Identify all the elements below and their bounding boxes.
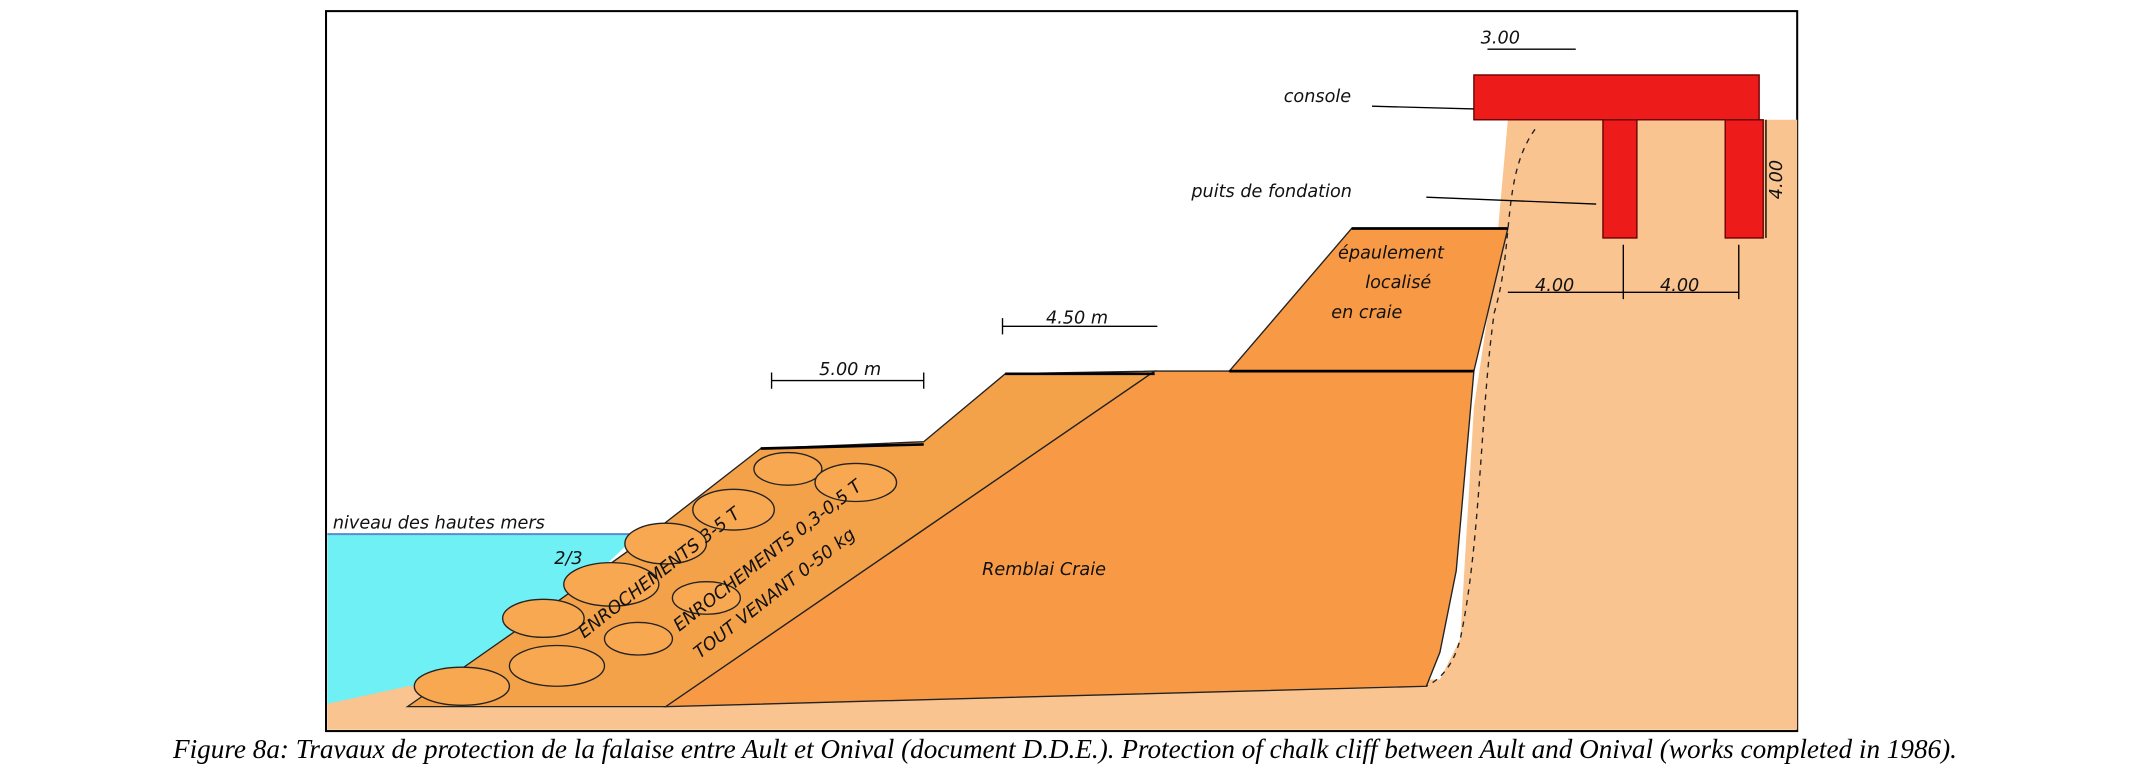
label: 5.00 m xyxy=(819,360,881,380)
label: 4.00 xyxy=(1767,160,1787,199)
label: niveau des hautes mers xyxy=(333,514,545,534)
label: puits de fondation xyxy=(1190,182,1352,202)
sea xyxy=(327,534,639,704)
rocks xyxy=(413,451,898,706)
label: 4.00 xyxy=(1660,276,1699,296)
label: localisé xyxy=(1365,273,1431,293)
console-structure xyxy=(1473,74,1764,239)
label: console xyxy=(1284,87,1352,107)
label: 4.00 xyxy=(1535,276,1574,296)
label: en craie xyxy=(1331,303,1402,323)
label: 4.50 m xyxy=(1046,309,1108,329)
label: épaulement xyxy=(1338,243,1445,263)
berm-lower-line xyxy=(760,443,924,450)
dimensions xyxy=(770,48,1767,389)
label: 3.00 xyxy=(1481,29,1520,49)
ground xyxy=(327,119,1798,730)
caption: Figure 8a: Travaux de protection de la f… xyxy=(172,734,1957,764)
label: Remblai Craie xyxy=(982,560,1106,580)
label: 2/3 xyxy=(554,549,582,569)
